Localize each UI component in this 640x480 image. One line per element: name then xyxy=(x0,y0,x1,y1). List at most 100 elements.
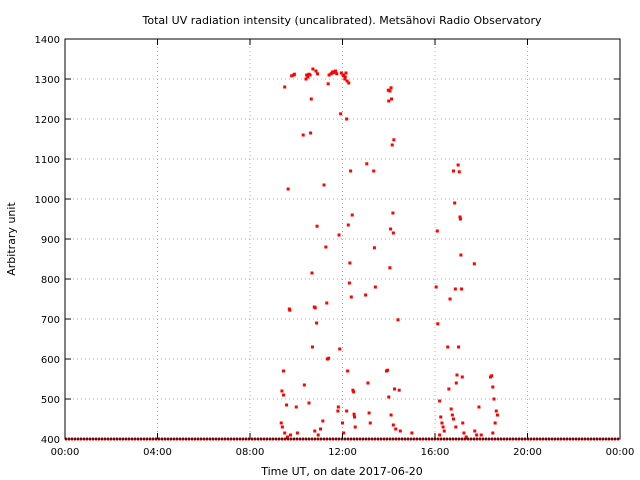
data-point xyxy=(336,405,340,409)
grid xyxy=(65,39,620,439)
data-point xyxy=(492,397,496,401)
data-point xyxy=(347,81,351,85)
data-point xyxy=(464,435,468,439)
data-point xyxy=(315,321,319,325)
x-tick-label: 08:00 xyxy=(236,447,265,458)
data-point xyxy=(349,295,353,299)
x-tick-label: 00:00 xyxy=(606,447,635,458)
data-point xyxy=(386,368,390,372)
data-point xyxy=(345,117,349,121)
data-point xyxy=(454,381,458,385)
data-point xyxy=(316,433,320,437)
data-point xyxy=(315,224,319,228)
data-point xyxy=(368,421,372,425)
data-point xyxy=(337,233,341,237)
y-tick-label: 700 xyxy=(41,315,60,326)
data-point xyxy=(366,381,370,385)
data-point xyxy=(351,388,355,392)
data-point xyxy=(292,72,296,76)
data-point xyxy=(280,425,284,429)
data-point xyxy=(373,285,377,289)
data-point xyxy=(475,433,479,437)
data-point xyxy=(345,79,349,83)
data-point xyxy=(457,345,461,349)
data-point xyxy=(372,246,376,250)
data-point xyxy=(454,425,458,429)
data-point xyxy=(462,431,466,435)
data-point xyxy=(490,374,494,378)
data-point xyxy=(313,306,317,310)
y-tick-label: 600 xyxy=(41,355,60,366)
data-point xyxy=(397,388,401,392)
data-point xyxy=(450,413,454,417)
y-tick-label: 1200 xyxy=(35,115,60,126)
x-axis: 00:00 04:00 08:00 12:00 16:00 20:00 00:00 xyxy=(51,39,635,458)
data-point xyxy=(461,421,465,425)
data-point xyxy=(387,99,391,103)
y-tick-label: 800 xyxy=(41,275,60,286)
data-point xyxy=(493,421,497,425)
data-point xyxy=(473,429,477,433)
data-point xyxy=(438,399,442,403)
data-point xyxy=(391,211,395,215)
data-point xyxy=(301,133,305,137)
data-point xyxy=(304,77,308,81)
data-point xyxy=(389,86,393,90)
x-axis-label: Time UT, on date 2017-06-20 xyxy=(260,465,423,478)
data-point xyxy=(391,423,395,427)
data-point xyxy=(391,231,395,235)
data-point xyxy=(341,421,344,425)
y-tick-label: 400 xyxy=(41,435,60,446)
data-point xyxy=(339,71,343,75)
data-point xyxy=(316,72,320,76)
data-point xyxy=(386,88,390,92)
data-point xyxy=(352,390,356,394)
data-point xyxy=(322,183,326,187)
data-point xyxy=(458,215,462,219)
data-point xyxy=(447,387,451,391)
data-point xyxy=(477,405,481,409)
data-point xyxy=(452,417,455,421)
data-point xyxy=(327,73,331,77)
data-point xyxy=(472,262,476,266)
data-point xyxy=(365,162,369,166)
data-point xyxy=(491,431,495,435)
data-point xyxy=(343,75,347,79)
y-tick-label: 1300 xyxy=(35,75,60,86)
data-point xyxy=(283,431,287,435)
data-point xyxy=(438,433,442,437)
data-point xyxy=(309,97,313,101)
data-point xyxy=(350,213,354,217)
data-point xyxy=(441,425,445,429)
data-point xyxy=(388,89,392,93)
data-point xyxy=(311,67,315,71)
data-point xyxy=(440,421,444,425)
data-point xyxy=(338,347,342,351)
data-point xyxy=(343,77,347,81)
chart-title: Total UV radiation intensity (uncalibrat… xyxy=(142,14,542,27)
data-point xyxy=(452,169,455,173)
data-point xyxy=(345,409,349,413)
data-point xyxy=(332,71,336,75)
data-point xyxy=(310,271,314,275)
data-point xyxy=(453,287,457,291)
data-point xyxy=(390,143,394,147)
data-point xyxy=(387,395,391,399)
data-point xyxy=(353,425,357,429)
data-point xyxy=(294,405,298,409)
data-point xyxy=(334,69,338,73)
data-point xyxy=(449,407,453,411)
data-point xyxy=(302,383,306,387)
data-point xyxy=(453,201,457,205)
data-point xyxy=(279,421,283,425)
data-point xyxy=(346,223,350,227)
data-point xyxy=(398,429,402,433)
data-point xyxy=(285,403,289,407)
data-point xyxy=(305,73,309,77)
data-point xyxy=(353,415,357,419)
data-point xyxy=(309,131,313,135)
data-point xyxy=(390,97,394,101)
y-axis-label: Arbitrary unit xyxy=(5,202,18,276)
x-tick-label: 00:00 xyxy=(51,447,80,458)
